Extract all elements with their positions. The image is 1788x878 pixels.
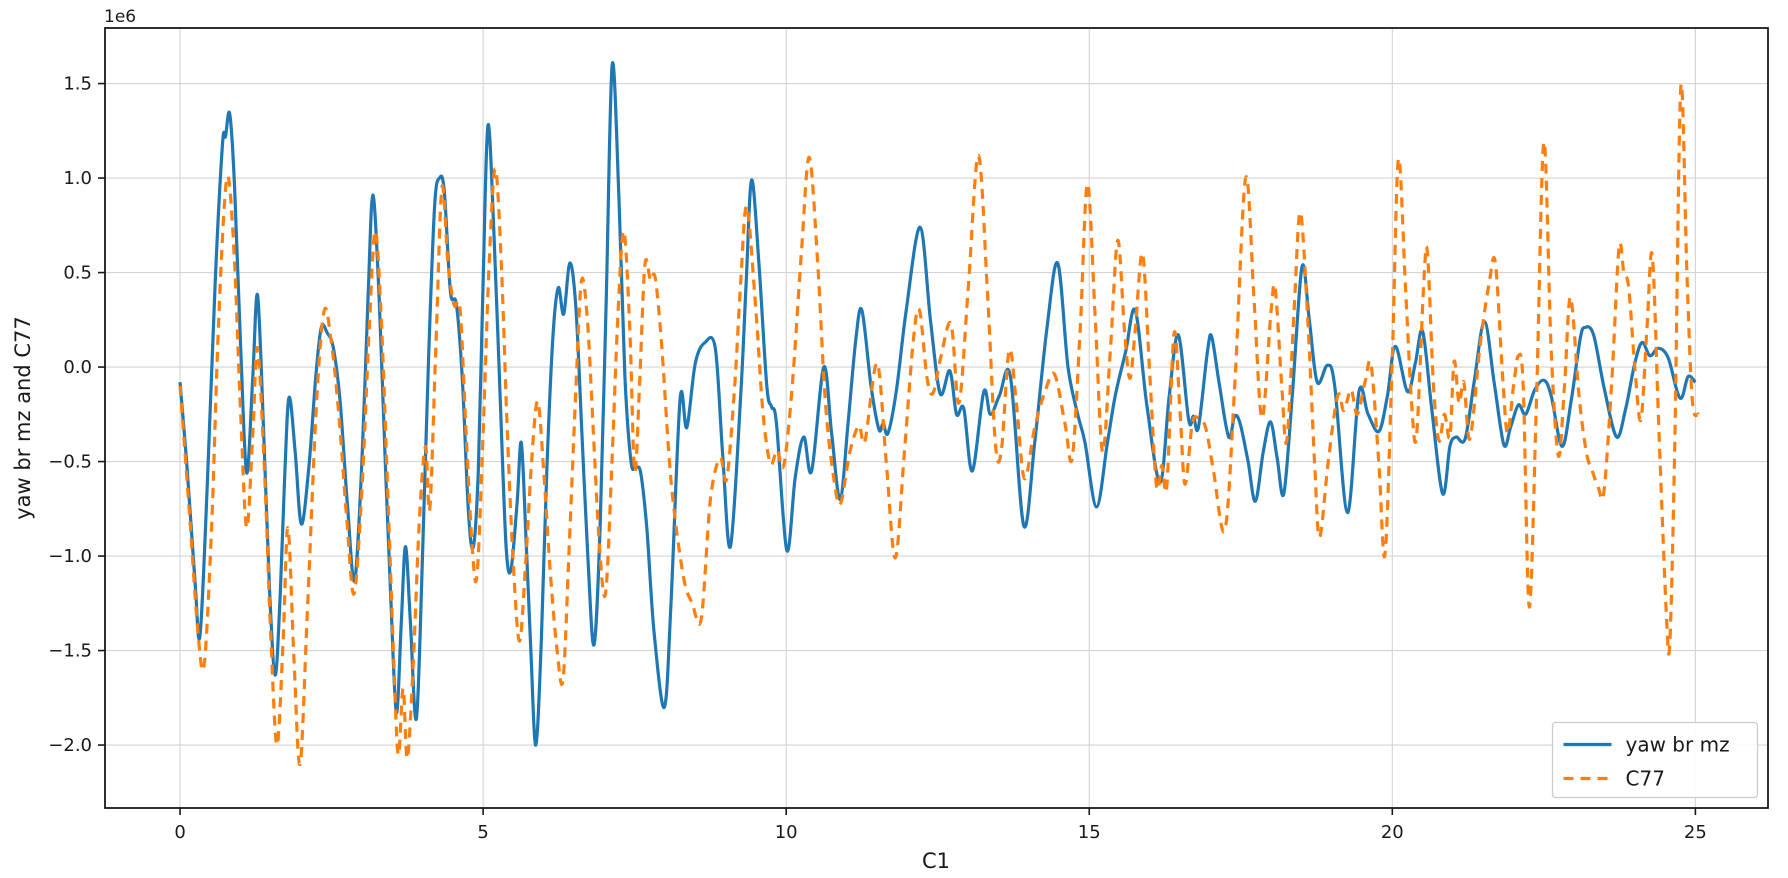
x-tick-label: 10 [775,822,798,843]
y-tick-label: 0.5 [63,263,92,284]
x-tick-label: 25 [1684,822,1707,843]
y-tick-label: 0.0 [63,357,92,378]
grid-lines [105,28,1768,808]
x-tick-label: 5 [477,822,488,843]
y-tick-label: −1.0 [48,546,92,567]
series-line-c77 [178,82,1700,766]
x-tick-label: 0 [174,822,185,843]
y-tick-label: −1.5 [48,641,92,662]
legend: yaw br mz C77 [1551,721,1759,799]
y-tick-label: 1.0 [63,168,92,189]
axes-spines [104,27,1769,809]
x-tick-label: 20 [1381,822,1404,843]
legend-label-c77: C77 [1626,767,1665,791]
y-tick-label: −2.0 [48,735,92,756]
y-axis-offset-label: 1e6 [104,7,136,27]
series-line-yaw-br-mz [178,61,1697,747]
y-tick-label: 1.5 [63,74,92,95]
axis-ticks: 0 5 10 15 20 25 1.5 1.0 0.5 0.0 −0.5 −1.0 −1.5 −2.0 [48,74,1707,843]
legend-label-yaw-br-mz: yaw br mz [1626,733,1730,757]
x-axis-title: C1 [922,849,950,873]
x-tick-label: 15 [1078,822,1101,843]
y-axis-title: yaw br mz and C77 [11,316,35,520]
y-tick-label: −0.5 [48,452,92,473]
series-lines [178,61,1700,766]
